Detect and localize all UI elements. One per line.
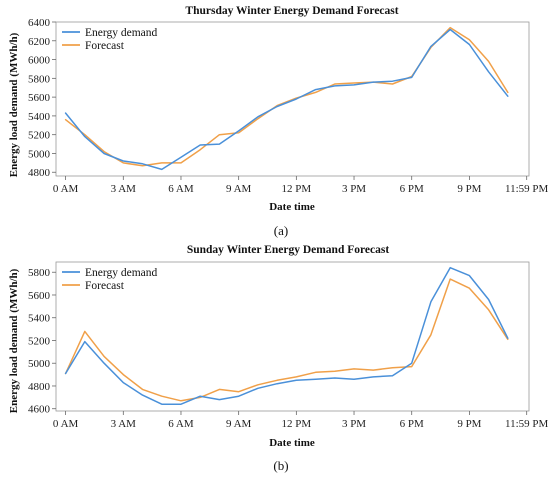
legend-label: Energy demand [85, 267, 158, 279]
x-tick-label: 3 AM [111, 183, 137, 195]
y-tick-label: 5800 [28, 73, 51, 85]
x-tick-label: 3 AM [111, 418, 137, 430]
x-tick-label: 9 AM [226, 418, 252, 430]
y-tick-label: 5600 [28, 290, 51, 302]
plot-frame [55, 261, 530, 412]
legend-label: Energy demand [85, 27, 158, 39]
y-tick-label: 4800 [28, 167, 51, 179]
x-tick-label: 9 AM [226, 183, 252, 195]
x-axis-label: Date time [269, 201, 315, 213]
legend-label: Forecast [85, 280, 125, 292]
y-tick-label: 5800 [28, 267, 51, 279]
y-tick-label: 5200 [28, 130, 51, 142]
y-tick-label: 5600 [28, 92, 51, 104]
chart-title: Sunday Winter Energy Demand Forecast [187, 244, 389, 256]
y-tick-label: 6400 [28, 17, 51, 29]
x-tick-label: 12 PM [282, 418, 312, 430]
chart-panel-a: Thursday Winter Energy Demand Forecast E… [8, 5, 549, 238]
x-tick-label: 9 PM [457, 418, 481, 430]
y-tick-label: 5000 [28, 358, 51, 370]
series-line-energy-demand [64, 266, 509, 405]
y-tick-label: 5400 [28, 111, 51, 123]
x-tick-label: 11:59 PM [505, 183, 549, 195]
series-line-forecast [64, 278, 509, 402]
x-tick-label: 6 PM [400, 418, 424, 430]
plot-frame [55, 21, 530, 177]
x-tick-label: 9 PM [457, 183, 481, 195]
x-tick-label: 3 PM [342, 183, 366, 195]
y-tick-label: 5400 [28, 313, 51, 325]
y-tick-label: 4800 [28, 381, 51, 393]
y-tick-label: 6200 [28, 36, 51, 48]
y-axis-label: Energy load demand (MWh/h) [8, 268, 20, 413]
y-axis-label: Energy load demand (MWh/h) [8, 32, 20, 177]
x-tick-label: 6 AM [168, 183, 194, 195]
y-tick-label: 4600 [28, 404, 51, 416]
x-tick-label: 0 AM [53, 183, 79, 195]
x-tick-label: 12 PM [282, 183, 312, 195]
panel-caption: (b) [273, 458, 288, 473]
series-line-forecast [64, 26, 509, 167]
y-tick-label: 5200 [28, 335, 51, 347]
x-tick-label: 6 AM [168, 418, 194, 430]
y-tick-label: 6000 [28, 55, 51, 67]
x-tick-label: 6 PM [400, 183, 424, 195]
legend-label: Forecast [85, 40, 125, 52]
x-tick-label: 0 AM [53, 418, 79, 430]
x-tick-label: 3 PM [342, 418, 366, 430]
y-tick-label: 5000 [28, 148, 51, 160]
panel-caption: (a) [274, 223, 288, 238]
chart-panel-b: Sunday Winter Energy Demand Forecast Ene… [8, 244, 549, 473]
chart-title: Thursday Winter Energy Demand Forecast [185, 5, 398, 17]
series-line-energy-demand [64, 28, 509, 171]
x-tick-label: 11:59 PM [505, 418, 549, 430]
x-axis-label: Date time [269, 437, 315, 449]
